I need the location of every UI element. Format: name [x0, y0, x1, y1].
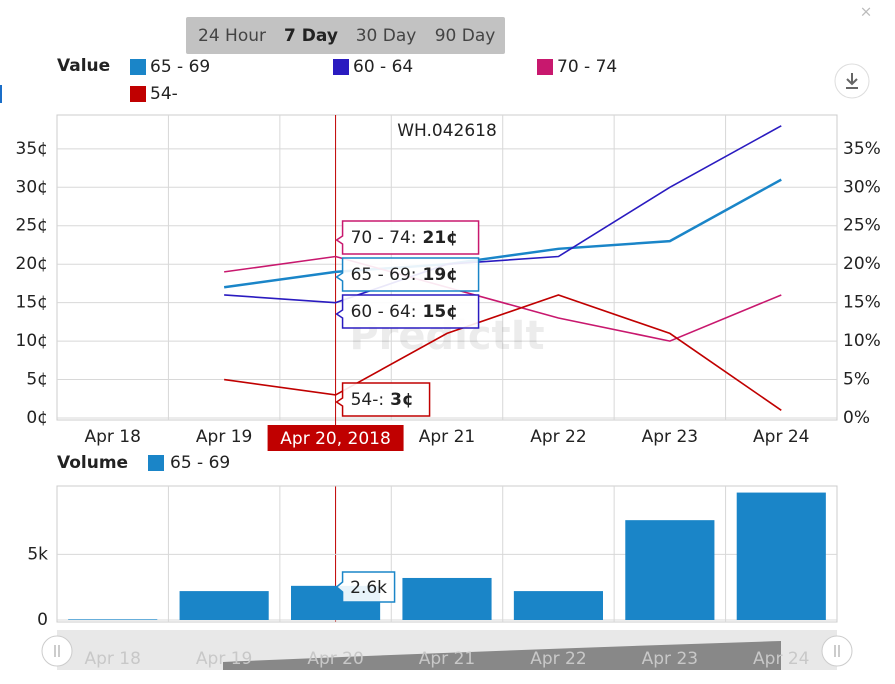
range-button[interactable]: 24 Hour	[198, 26, 266, 46]
close-icon[interactable]: ×	[860, 3, 873, 21]
crosshair-label-bg	[267, 425, 404, 451]
bar	[736, 492, 826, 620]
legend-label: 60 - 64	[353, 57, 413, 77]
y-tick-label: 30¢	[16, 177, 48, 197]
legend-label: 65 - 69	[150, 57, 210, 77]
download-button[interactable]	[834, 63, 870, 99]
y-tick-label: 0¢	[26, 408, 48, 428]
legend-title: Value	[57, 56, 110, 76]
tooltip-name: 60 - 64	[351, 302, 411, 322]
bar	[179, 591, 269, 620]
navigator-grip	[834, 645, 840, 657]
x-tick-label: Apr 24	[753, 427, 809, 447]
y2-tick-label: 15%	[843, 293, 881, 313]
bar	[625, 520, 715, 620]
y2-tick-label: 30%	[843, 177, 881, 197]
legend-label: 65 - 69	[170, 453, 230, 473]
chart-title: WH.042618	[397, 121, 497, 141]
y-tick-label: 5k	[27, 544, 48, 564]
tooltip-box	[335, 257, 480, 292]
y2-tick-label: 35%	[843, 139, 881, 159]
y2-tick-label: 10%	[843, 331, 881, 351]
tooltip-box	[335, 220, 480, 255]
y2-tick-label: 25%	[843, 216, 881, 236]
navigator-label: Apr 22	[530, 649, 586, 669]
y-tick-label: 10¢	[16, 331, 48, 351]
y-tick-label: 0	[37, 610, 48, 630]
tooltip-separator: :	[411, 265, 417, 285]
tooltip-text: 65 - 69: 19¢	[351, 265, 458, 285]
edge-marker	[0, 85, 2, 103]
navigator-grip	[54, 645, 60, 657]
tooltip-separator: :	[378, 390, 384, 410]
x-tick-label: Apr 23	[642, 427, 698, 447]
tooltip-value: 3¢	[390, 390, 414, 410]
tooltip-name: 70 - 74	[351, 228, 411, 248]
y-tick-label: 15¢	[16, 293, 48, 313]
range-button[interactable]: 90 Day	[435, 26, 496, 46]
y2-tick-label: 5%	[843, 370, 870, 390]
range-button[interactable]: 30 Day	[356, 26, 417, 46]
legend-swatch	[130, 86, 146, 102]
y-tick-label: 20¢	[16, 254, 48, 274]
y2-tick-label: 0%	[843, 408, 870, 428]
x-tick-label: Apr 21	[419, 427, 475, 447]
navigator-label: Apr 24	[753, 649, 809, 669]
navigator-label: Apr 21	[419, 649, 475, 669]
series-line	[223, 178, 782, 289]
tooltip-value: 21¢	[423, 228, 459, 248]
tooltip-value: 19¢	[423, 265, 459, 285]
plot-area	[56, 114, 838, 421]
download-icon[interactable]	[846, 73, 858, 89]
tooltip-separator: :	[411, 228, 417, 248]
tooltip-name: 54-	[351, 390, 379, 410]
navigator-handle[interactable]	[821, 635, 853, 667]
navigator-handle[interactable]	[41, 635, 73, 667]
tooltip-name: 65 - 69	[351, 265, 411, 285]
y-tick-label: 25¢	[16, 216, 48, 236]
tooltip-text: 60 - 64: 15¢	[351, 302, 458, 322]
range-button[interactable]: 7 Day	[284, 26, 338, 46]
x-tick-label: Apr 18	[84, 427, 140, 447]
navigator-label: Apr 23	[642, 649, 698, 669]
legend-swatch	[148, 455, 164, 471]
tooltip-box	[335, 571, 396, 603]
crosshair-label: Apr 20, 2018	[280, 429, 391, 449]
tooltip-text: 70 - 74: 21¢	[351, 228, 458, 248]
x-tick-label: Apr 22	[530, 427, 586, 447]
series-line	[224, 255, 782, 342]
tooltip-value: 15¢	[423, 302, 459, 322]
range-selector	[186, 17, 505, 54]
legend-label: 54-	[150, 84, 178, 104]
legend-title: Volume	[57, 453, 128, 473]
tooltip-box	[335, 294, 480, 329]
navigator-label: Apr 18	[84, 649, 140, 669]
bar	[402, 577, 492, 620]
y2-tick-label: 20%	[843, 254, 881, 274]
navigator-label: Apr 20	[307, 649, 363, 669]
y-tick-label: 35¢	[16, 139, 48, 159]
bar	[513, 591, 603, 620]
y-tick-label: 5¢	[26, 370, 48, 390]
tooltip-separator: :	[411, 302, 417, 322]
navigator-area	[223, 641, 781, 670]
series-line	[224, 294, 782, 411]
series-line	[224, 125, 782, 304]
legend-label: 70 - 74	[557, 57, 617, 77]
x-tick-label: Apr 19	[196, 427, 252, 447]
legend-swatch	[130, 59, 146, 75]
tooltip-box	[335, 382, 431, 417]
bar	[68, 619, 158, 620]
navigator-label: Apr 19	[196, 649, 252, 669]
tooltip-value: 2.6k	[350, 578, 387, 598]
legend-swatch	[537, 59, 553, 75]
tooltip-text: 54-: 3¢	[351, 390, 414, 410]
legend-swatch	[333, 59, 349, 75]
